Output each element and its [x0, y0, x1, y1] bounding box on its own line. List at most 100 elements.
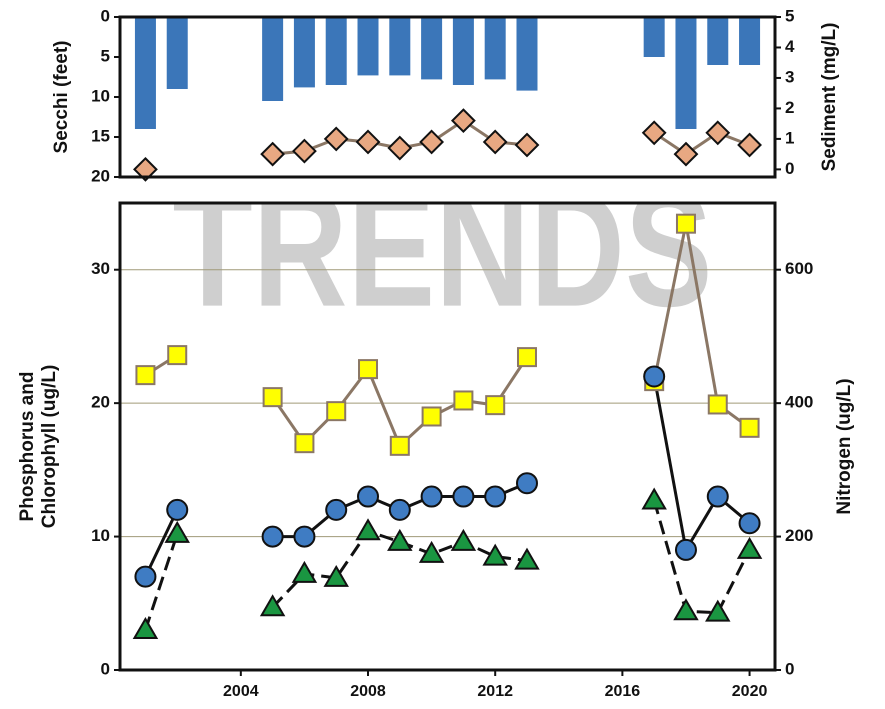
point	[482, 129, 508, 155]
point	[388, 498, 411, 521]
bar	[293, 17, 315, 88]
y2-tick-label: 1	[785, 128, 794, 147]
point	[418, 540, 445, 563]
y2-tick-label: 400	[785, 393, 813, 412]
point	[259, 594, 286, 617]
point	[482, 543, 508, 566]
bar	[643, 17, 665, 57]
y2-tick-label: 4	[785, 37, 795, 56]
point	[323, 126, 349, 152]
point	[134, 565, 157, 588]
point	[641, 487, 667, 510]
series-line	[144, 500, 751, 631]
y-axis-label: Phosphorus and	[17, 372, 38, 522]
point	[294, 433, 315, 454]
plot-area: TRENDS	[120, 157, 775, 631]
bar	[134, 17, 156, 129]
point	[737, 132, 762, 158]
point	[706, 485, 729, 508]
x-tick-label: 2012	[477, 683, 513, 700]
bar	[675, 17, 697, 129]
point	[738, 512, 761, 535]
y2-axis-label: Nitrogen (ug/L)	[834, 378, 855, 514]
y-tick-label: 0	[101, 6, 110, 25]
bar	[484, 17, 506, 80]
point	[261, 525, 284, 548]
y2-tick-label: 5	[785, 6, 794, 25]
point	[387, 135, 413, 161]
point	[133, 156, 158, 182]
point	[323, 564, 349, 587]
bar	[707, 17, 729, 65]
point	[166, 498, 189, 521]
point	[673, 141, 699, 167]
point	[355, 518, 381, 541]
y-tick-label: 5	[101, 46, 110, 65]
y-tick-label: 0	[101, 659, 110, 678]
watermark: TRENDS	[173, 157, 713, 341]
point	[643, 365, 666, 388]
point	[516, 347, 537, 368]
x-tick-label: 2008	[350, 683, 386, 700]
point	[705, 599, 731, 622]
bar	[357, 17, 379, 76]
point	[674, 538, 697, 561]
x-tick-label: 2004	[223, 683, 259, 700]
y2-axis-label: Sediment (mg/L)	[819, 23, 840, 172]
point	[484, 485, 507, 508]
y2-tick-label: 600	[785, 259, 813, 278]
y-tick-label: 15	[91, 126, 110, 145]
point	[485, 395, 506, 416]
point	[452, 485, 475, 508]
point	[420, 485, 443, 508]
y-tick-label: 10	[91, 526, 110, 545]
point	[450, 528, 477, 551]
point	[325, 498, 348, 521]
plot-frame	[118, 15, 777, 179]
point	[739, 417, 760, 438]
point	[673, 598, 699, 621]
point	[262, 387, 283, 408]
x-tick-label: 2020	[732, 683, 768, 700]
point	[705, 120, 731, 146]
y-tick-label: 20	[91, 393, 110, 412]
point	[167, 345, 188, 366]
point	[421, 406, 442, 427]
point	[293, 525, 316, 548]
point	[357, 485, 380, 508]
point	[453, 390, 474, 411]
y-tick-label: 10	[91, 86, 110, 105]
y2-tick-label: 3	[785, 67, 794, 86]
point	[675, 213, 696, 234]
y2-tick-label: 0	[785, 659, 794, 678]
point	[387, 528, 413, 551]
bar	[516, 17, 538, 91]
bar	[262, 17, 284, 101]
bar	[452, 17, 474, 85]
point	[707, 394, 728, 415]
point	[450, 108, 476, 134]
point	[641, 120, 667, 146]
y-axis-label: Chlorophyll (ug/L)	[39, 365, 60, 529]
y2-tick-label: 2	[785, 98, 794, 117]
bar	[325, 17, 347, 85]
y2-tick-label: 0	[785, 159, 794, 178]
point	[135, 365, 156, 386]
bar	[421, 17, 443, 80]
y-tick-label: 20	[91, 166, 110, 185]
point	[389, 435, 410, 456]
point	[292, 138, 317, 164]
y-tick-label: 30	[91, 259, 110, 278]
y2-tick-label: 200	[785, 526, 813, 545]
plot-frame	[118, 201, 777, 672]
point	[358, 359, 379, 380]
y-axis-label: Secchi (feet)	[51, 41, 72, 154]
point	[260, 141, 286, 167]
bar	[739, 17, 761, 65]
bar	[166, 17, 188, 89]
point	[736, 536, 763, 559]
point	[164, 520, 190, 543]
point	[515, 472, 538, 495]
point	[326, 401, 347, 422]
